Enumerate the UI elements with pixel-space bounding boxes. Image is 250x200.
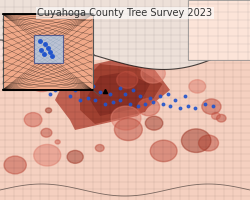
Circle shape — [95, 145, 104, 152]
Circle shape — [189, 80, 206, 93]
Circle shape — [46, 108, 52, 113]
Circle shape — [114, 118, 142, 141]
Polygon shape — [55, 60, 170, 130]
Circle shape — [150, 140, 177, 162]
Circle shape — [198, 135, 218, 151]
Polygon shape — [80, 64, 162, 124]
Polygon shape — [0, 0, 250, 69]
Circle shape — [202, 99, 221, 114]
Circle shape — [141, 64, 165, 83]
Circle shape — [55, 140, 60, 144]
Circle shape — [67, 150, 83, 163]
FancyBboxPatch shape — [188, 0, 250, 60]
Circle shape — [78, 74, 82, 78]
Circle shape — [111, 106, 141, 130]
Circle shape — [145, 116, 163, 130]
Circle shape — [4, 156, 26, 174]
Circle shape — [28, 69, 56, 92]
FancyBboxPatch shape — [0, 0, 105, 60]
FancyBboxPatch shape — [2, 14, 92, 90]
Circle shape — [147, 57, 158, 66]
Circle shape — [34, 144, 61, 166]
Circle shape — [117, 71, 138, 88]
FancyBboxPatch shape — [34, 35, 63, 63]
Circle shape — [182, 129, 211, 152]
Text: Cuyahoga County Tree Survey 2023: Cuyahoga County Tree Survey 2023 — [38, 8, 212, 18]
Circle shape — [41, 128, 52, 137]
Circle shape — [138, 98, 160, 116]
Circle shape — [212, 112, 220, 119]
Circle shape — [29, 60, 40, 68]
Circle shape — [24, 113, 42, 127]
Circle shape — [216, 114, 226, 122]
Polygon shape — [88, 72, 150, 116]
